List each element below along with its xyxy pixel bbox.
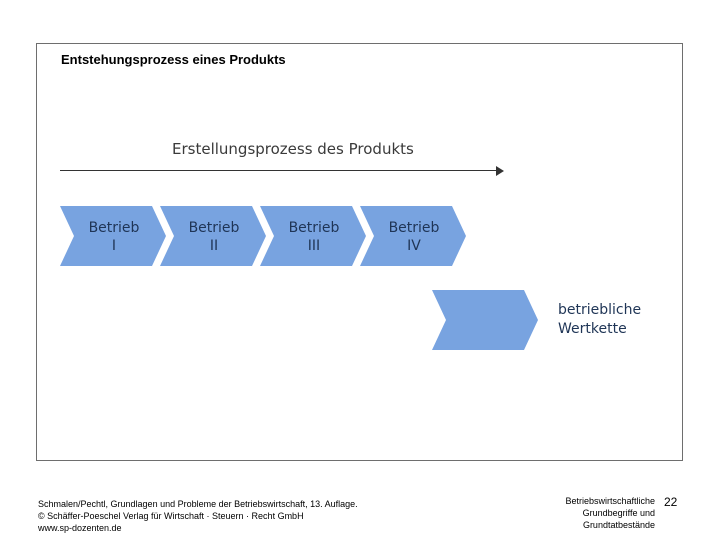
stage-3-label: Betrieb III (274, 219, 354, 255)
process-label: Erstellungsprozess des Produkts (172, 140, 414, 158)
topic-line-1: Betriebswirtschaftliche (565, 496, 655, 506)
stage-2-line2: II (209, 238, 219, 254)
value-chain-line1: betriebliche (558, 302, 642, 318)
source-line-2: © Schäffer-Poeschel Verlag für Wirtschaf… (38, 511, 304, 521)
chevron-stage-4 (360, 206, 466, 266)
stage-4-line1: Betrieb (388, 220, 440, 236)
value-chain-line2: Wertkette (558, 321, 627, 337)
source-line-3: www.sp-dozenten.de (38, 523, 122, 533)
stage-1-line1: Betrieb (88, 220, 140, 236)
slide-title: Entstehungsprozess eines Produkts (61, 52, 286, 67)
process-arrow-line (60, 170, 500, 171)
chevron-stage-3 (260, 206, 366, 266)
topic-line-3: Grundtatbestände (582, 520, 655, 530)
stage-1-label: Betrieb I (74, 219, 154, 255)
process-arrow-head (496, 166, 504, 176)
value-chain-label: betriebliche Wertkette (558, 301, 641, 339)
page-number: 22 (664, 495, 678, 509)
topic-line-2: Grundbegriffe und (582, 508, 655, 518)
stage-2-label: Betrieb II (174, 219, 254, 255)
stage-3-line2: III (307, 238, 321, 254)
stage-1-line2: I (111, 238, 117, 254)
stage-2-line1: Betrieb (188, 220, 240, 236)
chapter-topic: Betriebswirtschaftliche Grundbegriffe un… (545, 495, 655, 531)
chevron-stage-1 (60, 206, 166, 266)
stage-3-line1: Betrieb (288, 220, 340, 236)
chevron-value-chain (432, 290, 538, 350)
stage-4-label: Betrieb IV (374, 219, 454, 255)
source-line-1: Schmalen/Pechtl, Grundlagen und Probleme… (38, 499, 358, 509)
stage-4-line2: IV (407, 238, 421, 254)
chevron-stage-2 (160, 206, 266, 266)
source-citation: Schmalen/Pechtl, Grundlagen und Probleme… (38, 498, 358, 534)
